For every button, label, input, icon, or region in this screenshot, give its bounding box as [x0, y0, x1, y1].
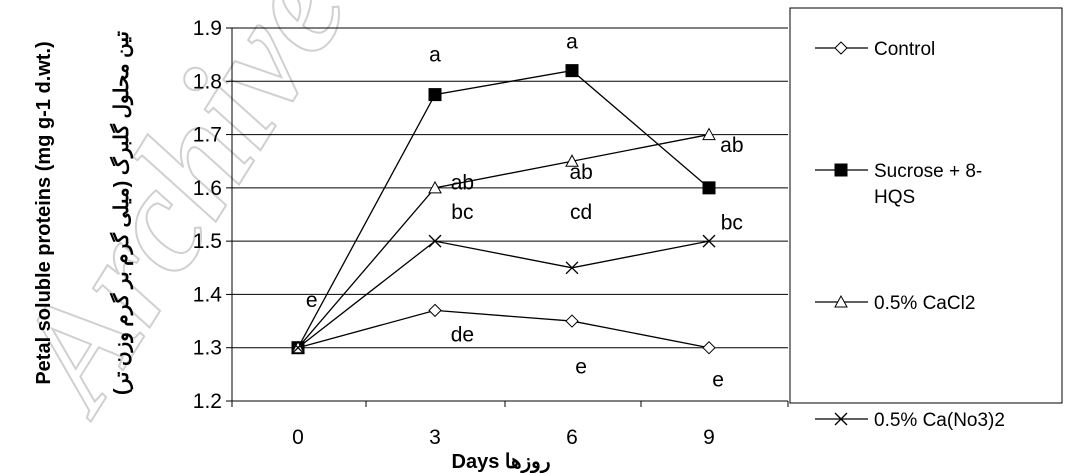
x-tick-labels: 0 3 6 9: [292, 426, 715, 449]
y-tick-label: 1.6: [193, 177, 222, 200]
y-tick-label: 1.7: [193, 124, 222, 147]
x-tick-label: 9: [703, 426, 715, 449]
significance-letter: ab: [451, 172, 474, 195]
significance-letter: cd: [570, 201, 592, 224]
annotations: a a ab ab ab bc cd bc e de e e: [306, 30, 744, 391]
y-tick-label: 1.9: [193, 17, 222, 40]
significance-letter: bc: [451, 201, 473, 224]
data-point: [565, 314, 579, 328]
series-control: [291, 303, 716, 355]
data-point: [428, 88, 442, 102]
data-point: [428, 180, 442, 194]
data-point: [565, 154, 579, 167]
marker-stroke: [834, 412, 848, 426]
data-point: [428, 303, 442, 318]
legend-marker: [834, 412, 848, 426]
legend-item: 0.5% CaCl2: [815, 293, 975, 314]
significance-letter: e: [575, 355, 587, 378]
series-0-5-cacl2: [291, 127, 716, 354]
legend-label-line: Control: [874, 39, 935, 60]
legend-marker: [834, 163, 848, 177]
y-tick-label: 1.8: [193, 70, 222, 93]
watermark-text: Archive: [0, 0, 379, 439]
x-axis-label: Days روزها: [452, 451, 551, 473]
data-point: [702, 127, 716, 141]
legend-box: [789, 7, 1063, 404]
significance-letter: de: [451, 323, 474, 346]
significance-letter: bc: [721, 211, 743, 234]
x-tick-label: 3: [429, 426, 441, 449]
legend-marker: [834, 41, 848, 55]
significance-letter: ab: [720, 134, 743, 157]
significance-letter: e: [306, 289, 318, 312]
y-tick-label: 1.2: [193, 390, 222, 413]
series-line: [297, 309, 710, 349]
series-line: [297, 69, 710, 349]
legend-item: Sucrose + 8- HQS: [815, 161, 982, 208]
data-point: [565, 261, 579, 275]
data-point: [702, 181, 716, 195]
y-tick-label: 1.4: [193, 283, 223, 306]
series-sucrose-8-hqs: [291, 64, 716, 355]
series-line: [297, 133, 710, 349]
legend-label: Control: [874, 39, 935, 60]
significance-letter: a: [566, 30, 578, 53]
y-tick-labels: 1.2 1.3 1.4 1.5 1.6 1.7 1.8 1.9: [193, 17, 223, 413]
marker-stroke: [428, 234, 442, 248]
data-point: [702, 341, 716, 355]
series-line: [297, 240, 710, 349]
significance-letter: ab: [569, 161, 592, 184]
marker-stroke: [291, 341, 305, 355]
significance-letter: e: [712, 369, 724, 392]
axes: [226, 27, 789, 407]
x-tick-label: 0: [292, 426, 304, 449]
legend: Control Sucrose + 8- HQS 0.5% CaCl2 0.5% Ca(…: [815, 39, 1005, 431]
legend-label: 0.5% CaCl2: [874, 293, 975, 314]
data-point: [702, 234, 716, 248]
series-0-5-ca-no3-2: [291, 234, 716, 355]
legend-label: Sucrose + 8- HQS: [874, 161, 982, 208]
marker-stroke: [702, 234, 716, 248]
y-tick-label: 1.3: [193, 337, 222, 360]
data-point: [565, 64, 579, 78]
legend-label: 0.5% Ca(No3)2: [874, 410, 1005, 431]
legend-label-line: Sucrose + 8-: [874, 161, 982, 182]
legend-item: Control: [815, 39, 935, 60]
data-point: [428, 234, 442, 248]
series-group: [291, 64, 716, 355]
legend-item: 0.5% Ca(No3)2: [815, 410, 1005, 431]
marker-stroke: [565, 261, 579, 275]
x-tick-label: 6: [566, 426, 578, 449]
y-axis-label-fa: تین محلول گلبرگ (میلی گرم بر گرم وزن تر): [109, 31, 134, 395]
legend-label-line: HQS: [874, 187, 915, 208]
legend-label-line: 0.5% CaCl2: [874, 293, 975, 314]
y-axis-label: Petal soluble proteins (mg g-1 d.wt.): [33, 41, 55, 384]
significance-letter: a: [429, 44, 441, 67]
y-tick-label: 1.5: [193, 230, 222, 253]
data-point: [291, 341, 305, 355]
legend-marker: [834, 294, 848, 308]
legend-label-line: 0.5% Ca(No3)2: [874, 410, 1005, 431]
